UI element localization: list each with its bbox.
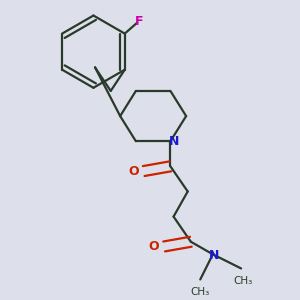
Text: O: O [149,240,159,253]
Text: CH₃: CH₃ [190,287,210,297]
Text: CH₃: CH₃ [233,276,252,286]
Text: N: N [209,249,220,262]
Text: N: N [169,135,179,148]
Text: F: F [135,14,143,28]
Text: O: O [128,164,139,178]
